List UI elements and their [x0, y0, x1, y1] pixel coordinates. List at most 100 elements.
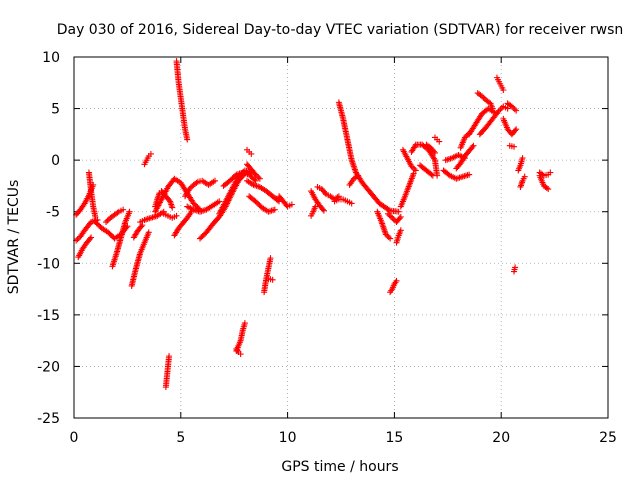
data-point-marker: [496, 107, 503, 114]
y-tick-label: 0: [51, 153, 60, 169]
data-point-marker: [87, 235, 94, 242]
data-point-marker: [320, 207, 327, 214]
data-point-marker: [234, 347, 241, 354]
data-point-marker: [255, 174, 262, 181]
x-axis-label: GPS time / hours: [281, 459, 398, 475]
data-point-marker: [173, 212, 180, 219]
data-point-marker: [478, 93, 485, 100]
data-track: [393, 227, 404, 246]
data-point-marker: [510, 104, 517, 111]
data-track: [506, 142, 518, 150]
data-point-marker: [193, 179, 200, 186]
data-track: [387, 277, 400, 296]
data-point-marker: [187, 184, 194, 191]
data-track: [453, 142, 477, 172]
data-point-marker: [385, 234, 392, 241]
data-point-marker: [74, 236, 81, 243]
chart-title: Day 030 of 2016, Sidereal Day-to-day VTE…: [57, 22, 624, 38]
data-point-marker: [512, 127, 519, 134]
data-point-marker: [513, 126, 520, 133]
data-point-marker: [431, 149, 438, 156]
data-point-marker: [389, 214, 396, 221]
data-track: [474, 90, 496, 112]
y-tick-label: -20: [37, 359, 60, 375]
data-point-marker: [384, 210, 391, 217]
data-point-marker: [186, 186, 193, 193]
data-point-marker: [355, 172, 362, 179]
data-point-marker: [410, 170, 417, 177]
data-point-marker: [543, 184, 550, 191]
data-point-marker: [288, 201, 295, 208]
data-track: [517, 173, 528, 190]
data-track: [335, 99, 402, 215]
data-track: [399, 146, 419, 174]
data-point-marker: [470, 142, 477, 149]
data-point-marker: [387, 213, 394, 220]
data-point-marker: [521, 173, 528, 180]
data-point-marker: [428, 171, 435, 178]
data-point-marker: [469, 143, 476, 150]
data-point-marker: [312, 203, 319, 210]
data-point-marker: [251, 176, 258, 183]
data-track: [109, 208, 133, 270]
data-point-marker: [395, 208, 402, 215]
data-point-marker: [397, 227, 404, 234]
plot-frame: [73, 56, 609, 419]
x-tick-label: 25: [599, 430, 617, 446]
data-point-marker: [216, 198, 223, 205]
data-track: [276, 193, 295, 210]
data-point-marker: [393, 277, 400, 284]
data-point-marker: [382, 231, 389, 238]
data-track: [75, 234, 95, 261]
data-point-marker: [88, 234, 95, 241]
data-track: [504, 100, 520, 114]
data-point-marker: [92, 213, 99, 220]
data-track: [308, 188, 327, 214]
data-point-marker: [252, 171, 259, 178]
data-track: [423, 141, 438, 156]
data-point-marker: [120, 206, 127, 213]
data-point-marker: [126, 208, 133, 215]
data-point-marker: [184, 136, 191, 143]
data-track: [397, 170, 417, 210]
data-track: [346, 172, 362, 188]
data-point-marker: [139, 222, 146, 229]
data-track: [184, 198, 223, 215]
y-tick-label: -10: [37, 256, 60, 272]
data-point-marker: [319, 206, 326, 213]
data-track: [182, 177, 218, 200]
x-tick-label: 0: [70, 430, 79, 446]
data-track: [374, 208, 394, 242]
data-point-marker: [353, 173, 360, 180]
data-track: [384, 210, 404, 226]
data-track: [515, 155, 526, 174]
data-point-marker: [385, 206, 392, 213]
data-track: [417, 162, 436, 179]
data-point-marker: [511, 106, 518, 113]
data-point-marker: [169, 204, 176, 211]
data-point-marker: [397, 213, 404, 220]
data-track: [265, 275, 276, 283]
data-point-marker: [519, 155, 526, 162]
data-point-marker: [396, 215, 403, 222]
data-point-marker: [166, 353, 173, 360]
y-axis-ticks: -25 -20 -15 -10 -5 0 5 10: [37, 50, 608, 427]
data-track: [244, 161, 263, 182]
data-point-marker: [513, 107, 520, 114]
data-point-marker: [387, 235, 394, 242]
data-track: [476, 103, 511, 138]
data-track: [173, 58, 191, 143]
data-point-marker: [114, 209, 121, 216]
data-point-marker: [145, 229, 152, 236]
x-tick-label: 5: [176, 430, 185, 446]
data-track: [233, 345, 244, 358]
data-point-marker: [466, 171, 473, 178]
data-track: [511, 264, 519, 275]
data-track: [244, 146, 255, 157]
data-point-marker: [409, 164, 416, 171]
data-point-marker: [504, 105, 511, 112]
data-point-marker: [500, 87, 507, 94]
data-point-marker: [489, 105, 496, 112]
data-point-marker: [411, 166, 418, 173]
